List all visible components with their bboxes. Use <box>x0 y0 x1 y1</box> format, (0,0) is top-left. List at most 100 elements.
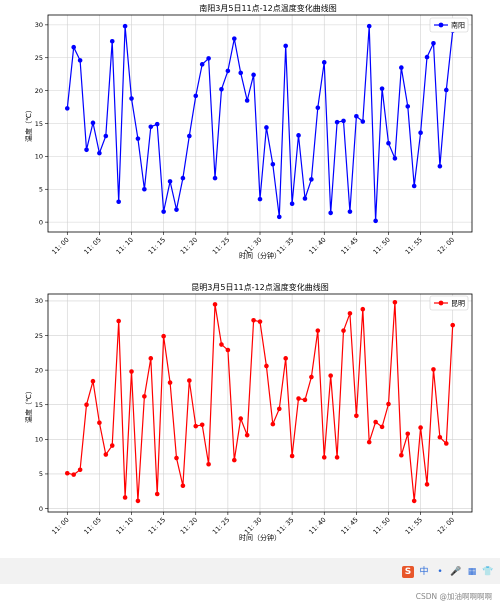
data-point <box>251 72 256 78</box>
data-point <box>334 455 340 460</box>
x-tick-label: 11: 55 <box>404 236 424 256</box>
data-point <box>212 175 218 181</box>
data-point <box>219 87 224 92</box>
ime-punctuation-button[interactable]: • <box>437 567 443 577</box>
y-axis-ticks: 0 5 10 15 20 25 30 <box>35 21 48 226</box>
y-tick-label: 15 <box>35 401 43 409</box>
data-point <box>174 207 179 212</box>
data-point <box>174 455 179 461</box>
data-point <box>379 86 385 91</box>
data-point <box>392 300 398 305</box>
x-tick-label: 12: 00 <box>436 516 456 536</box>
y-tick-label: 0 <box>39 218 43 226</box>
legend-box <box>429 295 469 311</box>
data-point <box>270 421 276 427</box>
skin-icon[interactable]: 👕 <box>482 567 494 577</box>
data-point <box>354 413 359 419</box>
data-point <box>405 104 411 109</box>
data-point <box>180 175 186 181</box>
y-tick-label: 15 <box>35 120 43 128</box>
data-point <box>122 23 128 29</box>
data-point <box>283 356 288 361</box>
data-point <box>450 322 456 328</box>
data-point <box>283 43 288 49</box>
data-point <box>154 491 160 497</box>
data-point <box>399 452 404 458</box>
data-point <box>386 401 391 407</box>
data-point <box>257 319 263 324</box>
data-point <box>77 58 83 63</box>
chart-nanyang: 南阳3月5日11点-12点温度变化曲线图 0 5 10 15 20 25 30 11: 00… <box>24 3 473 260</box>
data-point <box>109 39 115 44</box>
data-point <box>193 93 199 99</box>
data-point <box>97 420 102 426</box>
ime-logo-icon[interactable]: S <box>402 566 414 578</box>
x-tick-label: 11: 05 <box>82 516 102 536</box>
x-axis-label: 时间（分钟） <box>239 251 281 260</box>
data-point <box>334 119 340 125</box>
data-point <box>360 306 366 312</box>
data-point <box>135 498 141 504</box>
y-axis-label: 温度（℃） <box>24 106 33 142</box>
y-tick-label: 25 <box>35 332 43 340</box>
data-point <box>84 402 89 408</box>
data-point <box>309 374 314 380</box>
data-point <box>71 44 76 50</box>
data-point <box>142 394 147 399</box>
data-point <box>379 424 385 430</box>
data-point <box>411 183 417 189</box>
data-point <box>109 443 115 448</box>
keyboard-icon[interactable]: ▦ <box>467 567 477 577</box>
data-point <box>148 124 154 130</box>
y-axis-ticks: 0 5 10 15 20 25 30 <box>35 297 48 513</box>
data-point <box>264 125 269 130</box>
data-point <box>328 373 333 378</box>
y-tick-label: 5 <box>39 186 43 194</box>
data-point <box>135 136 141 141</box>
data-point <box>232 457 237 463</box>
y-tick-label: 10 <box>35 153 43 161</box>
y-tick-label: 25 <box>35 54 43 62</box>
data-point <box>418 130 423 136</box>
legend-box <box>429 17 469 33</box>
bottom-strip <box>0 558 500 584</box>
data-point <box>431 367 436 372</box>
data-point <box>129 96 134 101</box>
x-tick-label: 11: 55 <box>404 516 424 536</box>
data-point <box>373 218 378 224</box>
data-point <box>418 425 423 430</box>
legend-label: 昆明 <box>451 300 465 308</box>
data-point <box>142 186 147 192</box>
data-point <box>103 452 109 457</box>
x-tick-label: 11: 50 <box>372 236 392 256</box>
ime-toolbar[interactable]: S 中 • 🎤 ▦ 👕 <box>402 566 494 578</box>
data-point <box>90 120 96 126</box>
x-tick-label: 11: 40 <box>307 236 327 256</box>
x-axis-ticks: 11: 00 11: 05 11: 10 11: 15 11: 20 11: 25 11: … <box>50 512 456 536</box>
x-tick-label: 11: 45 <box>339 516 359 536</box>
data-point <box>90 378 96 384</box>
data-point <box>411 498 417 504</box>
data-point <box>206 56 211 61</box>
data-point <box>244 98 250 103</box>
series-line <box>64 23 456 224</box>
data-point <box>437 434 443 440</box>
ime-chinese-mode-button[interactable]: 中 <box>419 567 429 577</box>
y-axis-label: 温度（℃） <box>24 387 33 423</box>
data-point <box>424 54 430 60</box>
y-tick-label: 30 <box>35 297 43 305</box>
data-point <box>264 363 269 369</box>
data-point <box>276 406 282 412</box>
x-tick-label: 11: 05 <box>82 236 102 256</box>
data-point <box>212 302 218 307</box>
data-point <box>270 161 276 167</box>
data-point <box>84 147 89 153</box>
data-point <box>103 133 109 139</box>
microphone-icon[interactable]: 🎤 <box>450 567 462 577</box>
data-point <box>405 431 411 437</box>
x-tick-label: 11: 40 <box>307 516 327 536</box>
x-tick-label: 12: 00 <box>436 236 456 256</box>
data-point <box>187 133 192 139</box>
data-point <box>341 118 346 124</box>
data-point <box>116 318 121 324</box>
